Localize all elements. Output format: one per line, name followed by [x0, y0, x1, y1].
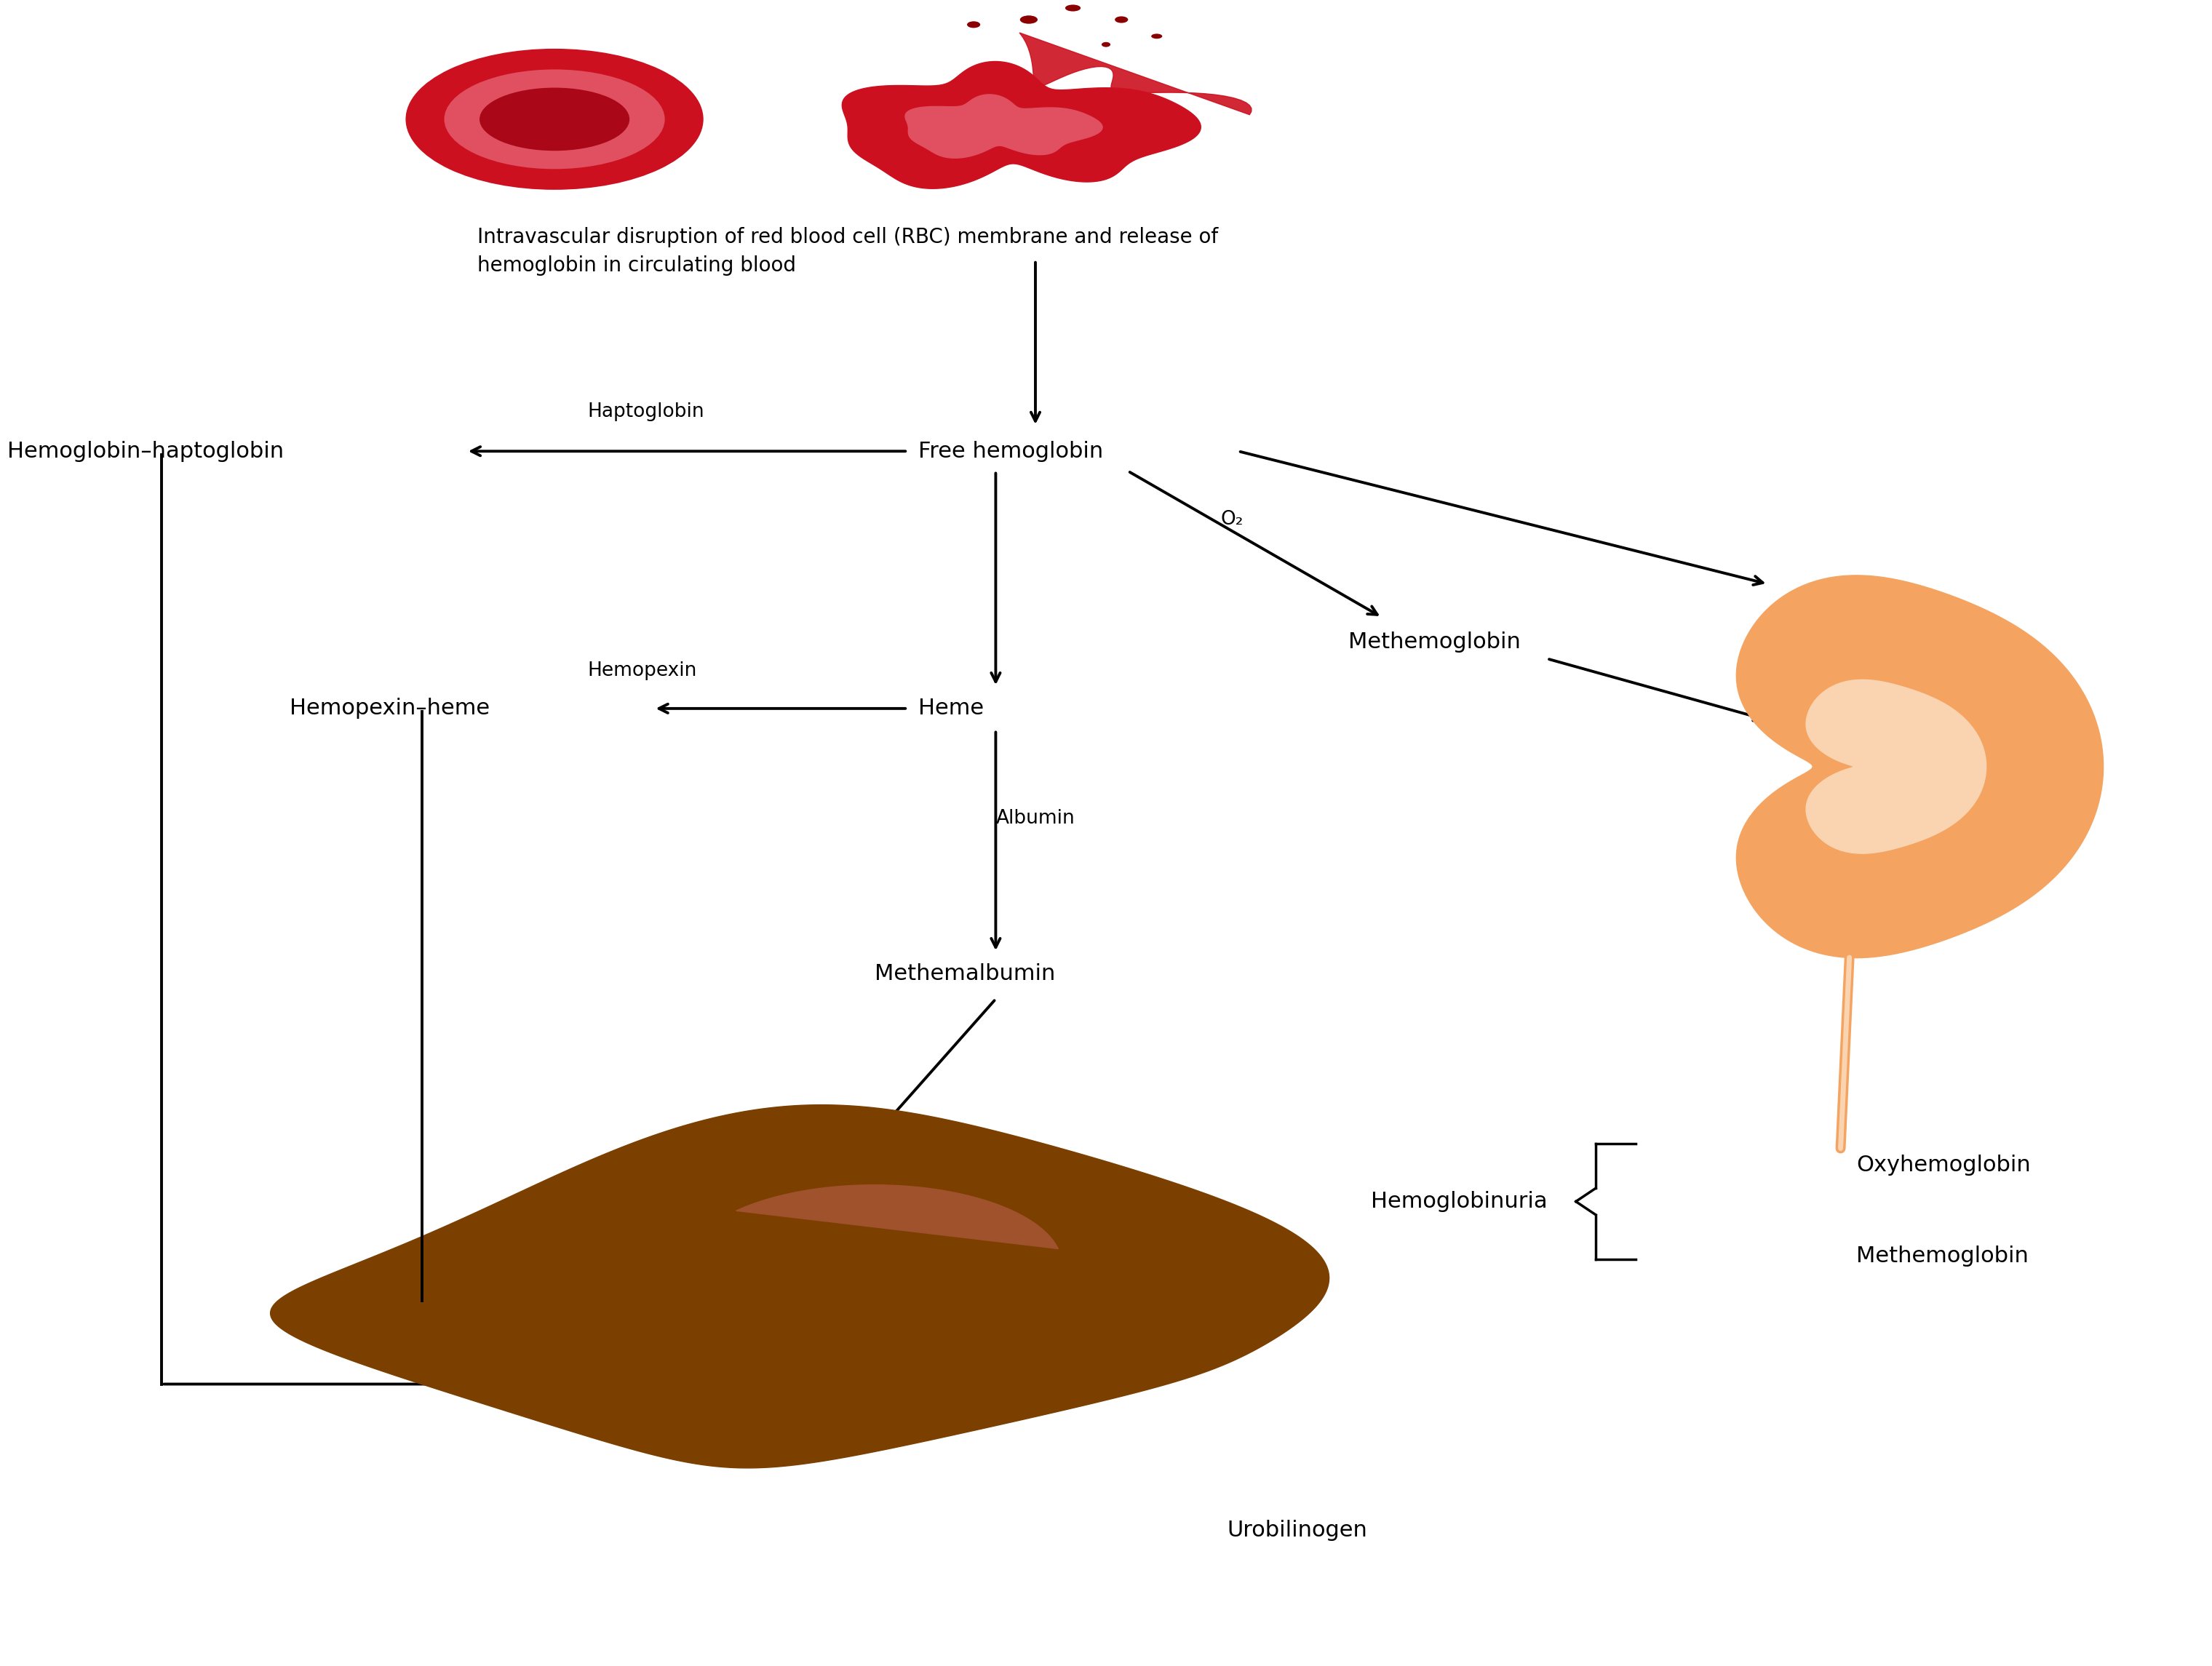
Text: Methemalbumin: Methemalbumin [874, 963, 1055, 985]
Polygon shape [270, 1105, 1329, 1468]
Polygon shape [737, 1185, 1057, 1250]
Text: Methemoglobin: Methemoglobin [1349, 631, 1522, 653]
Ellipse shape [1020, 15, 1037, 23]
Text: Hemoglobin–haptoglobin: Hemoglobin–haptoglobin [7, 441, 283, 461]
Text: Intravascular disruption of red blood cell (RBC) membrane and release of
hemoglo: Intravascular disruption of red blood ce… [478, 227, 1219, 277]
Ellipse shape [445, 70, 666, 168]
Ellipse shape [967, 22, 980, 28]
Text: Urobilinogen: Urobilinogen [1228, 1519, 1367, 1541]
Polygon shape [905, 95, 1102, 158]
Text: Methemoglobin: Methemoglobin [1856, 1246, 2028, 1266]
Text: Heme: Heme [918, 698, 984, 720]
Ellipse shape [1066, 5, 1082, 12]
Text: Hemopexin: Hemopexin [588, 661, 697, 680]
Text: Hemoglobinuria: Hemoglobinuria [1371, 1191, 1546, 1213]
Ellipse shape [480, 88, 630, 150]
Text: Hemopexin–heme: Hemopexin–heme [290, 698, 491, 720]
Ellipse shape [1150, 33, 1161, 38]
Polygon shape [1020, 33, 1252, 115]
Text: Haptoglobin: Haptoglobin [588, 403, 703, 421]
Ellipse shape [405, 48, 703, 190]
Text: O₂: O₂ [1221, 510, 1243, 528]
Ellipse shape [1115, 17, 1128, 23]
Polygon shape [1805, 680, 1986, 853]
Text: Free hemoglobin: Free hemoglobin [918, 441, 1104, 461]
Text: Oxyhemoglobin: Oxyhemoglobin [1856, 1155, 2031, 1176]
Polygon shape [1736, 575, 2104, 958]
Polygon shape [843, 62, 1201, 188]
Text: Albumin: Albumin [995, 810, 1075, 828]
Ellipse shape [1102, 42, 1110, 47]
